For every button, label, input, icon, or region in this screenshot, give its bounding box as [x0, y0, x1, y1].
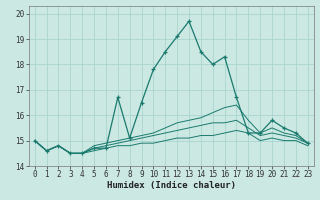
- X-axis label: Humidex (Indice chaleur): Humidex (Indice chaleur): [107, 181, 236, 190]
